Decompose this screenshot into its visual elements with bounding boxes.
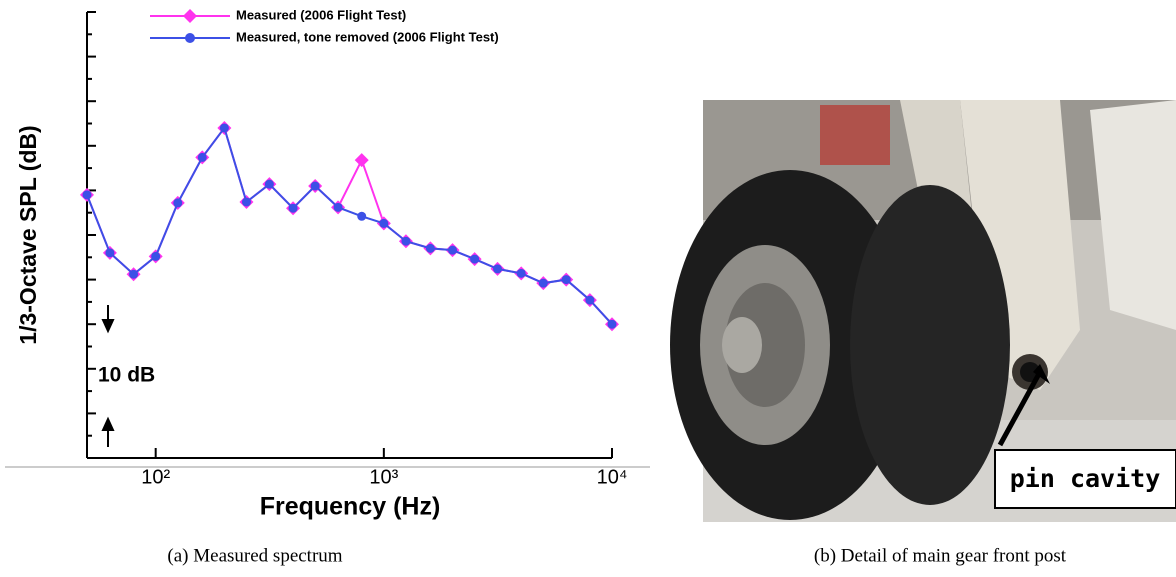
marker — [197, 152, 207, 162]
marker — [448, 245, 458, 255]
legend-label: Measured, tone removed (2006 Flight Test… — [236, 29, 499, 44]
marker — [310, 181, 320, 191]
x-tick-label: 10² — [141, 466, 170, 488]
caption: (a) Measured spectrum — [167, 545, 342, 566]
marker — [82, 190, 92, 200]
marker — [264, 179, 274, 189]
y-axis-label: 1/3-Octave SPL (dB) — [15, 125, 41, 344]
marker — [354, 153, 369, 168]
legend-label: Measured (2006 Flight Test) — [236, 7, 406, 22]
marker — [173, 198, 183, 208]
marker — [585, 295, 595, 305]
series-line — [86, 125, 613, 325]
marker — [493, 264, 503, 274]
marker — [538, 278, 548, 288]
caption: (b) Detail of main gear front post — [814, 545, 1067, 566]
marker — [105, 248, 115, 258]
annotation: 10 dB — [98, 364, 155, 387]
marker — [470, 254, 480, 264]
photo-label: pin cavity — [1010, 464, 1161, 493]
marker — [288, 203, 298, 213]
x-tick-label: 10³ — [369, 466, 398, 488]
marker — [241, 197, 251, 207]
marker — [333, 202, 343, 212]
legend-marker — [185, 33, 195, 43]
annotation-arrows — [101, 305, 115, 447]
photo: pin cavity — [670, 100, 1176, 522]
marker — [561, 275, 571, 285]
x-tick-label: 10⁴ — [597, 466, 628, 488]
marker — [516, 268, 526, 278]
marker — [379, 218, 389, 228]
marker — [129, 269, 139, 279]
marker — [607, 319, 617, 329]
x-axis-label: Frequency (Hz) — [260, 493, 441, 521]
marker — [425, 243, 435, 253]
series-line — [86, 125, 613, 325]
marker — [357, 211, 367, 221]
marker — [151, 251, 161, 261]
marker — [219, 123, 229, 133]
marker — [401, 236, 411, 246]
legend-marker — [183, 9, 197, 23]
